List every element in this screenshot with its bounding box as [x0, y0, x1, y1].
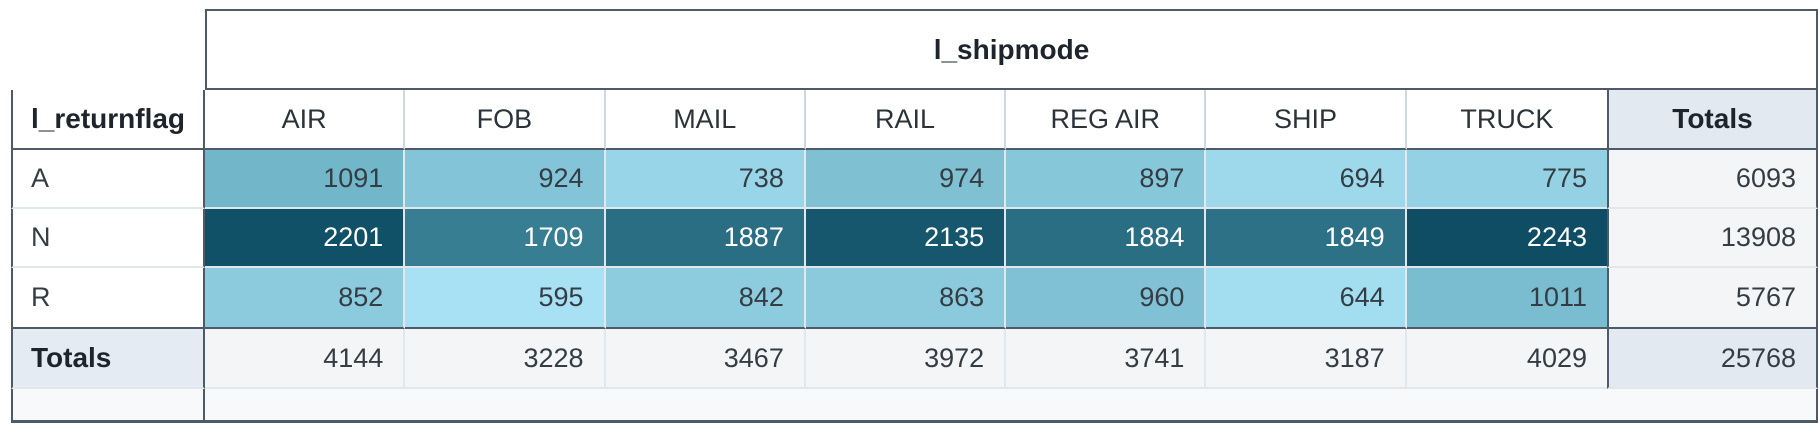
heatmap-cell[interactable]: 924 [405, 150, 606, 209]
heatmap-cell[interactable]: 863 [805, 268, 1007, 329]
column-total-cell: 3972 [805, 329, 1007, 389]
column-header-cell[interactable]: MAIL [605, 90, 806, 150]
totals-column-header: Totals [1607, 90, 1818, 150]
heatmap-cell[interactable]: 1887 [605, 209, 806, 268]
heatmap-cell[interactable]: 1709 [405, 209, 606, 268]
column-total-cell: 4029 [1406, 329, 1607, 389]
column-total-cell: 3228 [405, 329, 606, 389]
column-header-cell[interactable]: REG AIR [1006, 90, 1207, 150]
row-total-cell: 6093 [1607, 150, 1818, 209]
column-header-cell[interactable]: TRUCK [1406, 90, 1607, 150]
grand-total-cell: 25768 [1607, 329, 1818, 389]
heatmap-cell[interactable]: 644 [1206, 268, 1407, 329]
row-total-cell: 13908 [1607, 209, 1818, 268]
column-header-cell[interactable]: RAIL [805, 90, 1007, 150]
totals-row-label: Totals [11, 329, 205, 389]
heatmap-cell[interactable]: 852 [205, 268, 406, 329]
row-label-cell[interactable]: R [11, 268, 205, 329]
row-label-cell[interactable]: A [11, 150, 205, 209]
column-total-cell: 3187 [1206, 329, 1407, 389]
heatmap-cell[interactable]: 595 [405, 268, 606, 329]
heatmap-cell[interactable]: 2201 [205, 209, 406, 268]
row-dimension-header: l_returnflag [11, 90, 205, 150]
heatmap-cell[interactable]: 1849 [1206, 209, 1407, 268]
heatmap-cell[interactable]: 2135 [805, 209, 1007, 268]
row-label-cell[interactable]: N [11, 209, 205, 268]
heatmap-cell[interactable]: 960 [1006, 268, 1207, 329]
column-header-cell[interactable]: AIR [205, 90, 406, 150]
heatmap-cell[interactable]: 694 [1206, 150, 1407, 209]
heatmap-cell[interactable]: 842 [605, 268, 806, 329]
heatmap-cell[interactable]: 1011 [1406, 268, 1607, 329]
footer-cell-left [11, 389, 205, 423]
pivot-table: l_shipmode l_returnflag AIR FOB MAIL RAIL RE… [11, 9, 1818, 423]
column-total-cell: 3467 [605, 329, 806, 389]
column-header-cell[interactable]: SHIP [1206, 90, 1407, 150]
column-dimension-header: l_shipmode [205, 9, 1818, 90]
column-total-cell: 3741 [1006, 329, 1207, 389]
column-header-cell[interactable]: FOB [405, 90, 606, 150]
row-total-cell: 5767 [1607, 268, 1818, 329]
heatmap-cell[interactable]: 1884 [1006, 209, 1207, 268]
column-total-cell: 4144 [205, 329, 406, 389]
heatmap-cell[interactable]: 974 [805, 150, 1007, 209]
footer-cell-right [205, 389, 1818, 423]
heatmap-cell[interactable]: 2243 [1406, 209, 1607, 268]
corner-spacer [11, 9, 205, 90]
heatmap-cell[interactable]: 1091 [205, 150, 406, 209]
heatmap-cell[interactable]: 775 [1406, 150, 1607, 209]
heatmap-cell[interactable]: 897 [1006, 150, 1207, 209]
heatmap-cell[interactable]: 738 [605, 150, 806, 209]
